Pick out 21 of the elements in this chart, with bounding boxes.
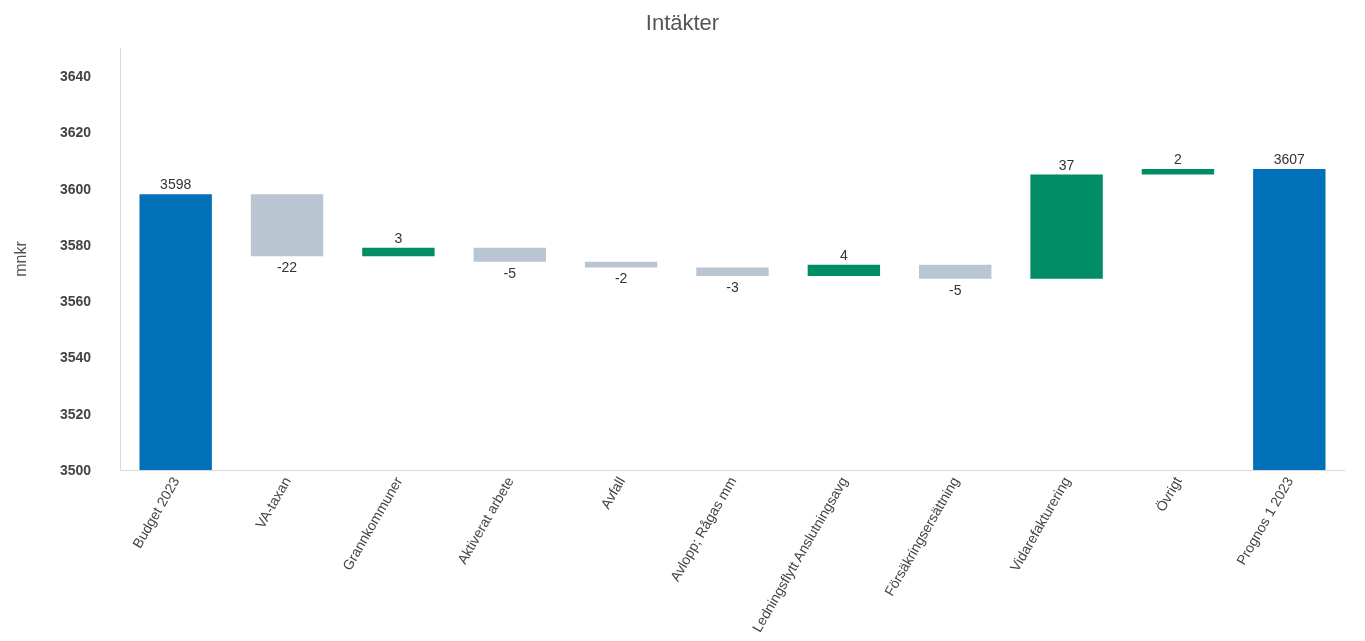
data-label: 4: [839, 246, 848, 263]
y-tick-label: 3560: [60, 293, 92, 310]
chart-title: Intäkter: [645, 9, 720, 35]
data-label: -5: [949, 281, 962, 298]
y-tick-label: 3580: [60, 236, 92, 253]
data-label: -2: [614, 270, 628, 287]
y-axis-title: mnkr: [11, 240, 29, 277]
data-label: 37: [1058, 156, 1075, 173]
data-label: 3607: [1273, 150, 1306, 167]
y-tick-label: 3600: [60, 180, 92, 197]
data-label: 3: [394, 229, 403, 246]
data-label: -5: [503, 264, 517, 281]
y-tick-label: 3620: [60, 124, 92, 141]
data-label: -3: [726, 278, 739, 295]
y-tick-label: 3500: [60, 462, 92, 478]
data-label: -22: [276, 259, 298, 276]
y-tick-label: 3640: [60, 68, 92, 85]
data-label: 2: [1174, 150, 1183, 167]
y-tick-label: 3540: [60, 349, 92, 366]
y-tick-label: 3520: [60, 405, 92, 422]
data-label: 3598: [160, 176, 192, 193]
